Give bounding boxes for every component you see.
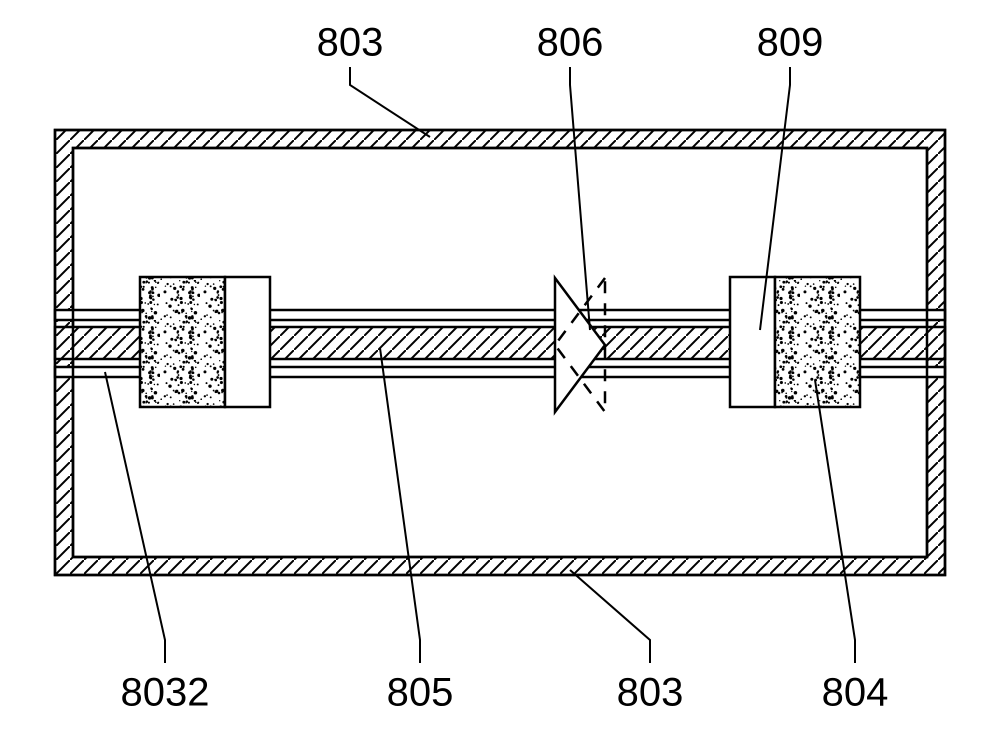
label-806: 806 — [537, 21, 604, 65]
label-804: 804 — [822, 671, 889, 715]
leader-804 — [815, 380, 855, 663]
pointer-806 — [555, 278, 605, 412]
label-805: 805 — [387, 671, 454, 715]
diagram-stage: 803 806 809 8032 805 803 804 — [0, 0, 1000, 731]
leader-806 — [570, 67, 590, 330]
right-block-plain-809 — [730, 277, 775, 407]
diagram-svg: 803 806 809 8032 805 803 804 — [0, 0, 1000, 731]
label-809: 809 — [757, 21, 824, 65]
left-block-plain — [225, 277, 270, 407]
leader-8032 — [105, 372, 165, 663]
leader-803_bot — [570, 570, 650, 663]
label-8032: 8032 — [121, 671, 210, 715]
leader-803_top — [350, 67, 430, 137]
label-803_bot: 803 — [617, 671, 684, 715]
left-block-speckle — [140, 277, 225, 407]
right-block-speckle-804 — [775, 277, 860, 407]
label-803_top: 803 — [317, 21, 384, 65]
leader-805 — [380, 348, 420, 663]
